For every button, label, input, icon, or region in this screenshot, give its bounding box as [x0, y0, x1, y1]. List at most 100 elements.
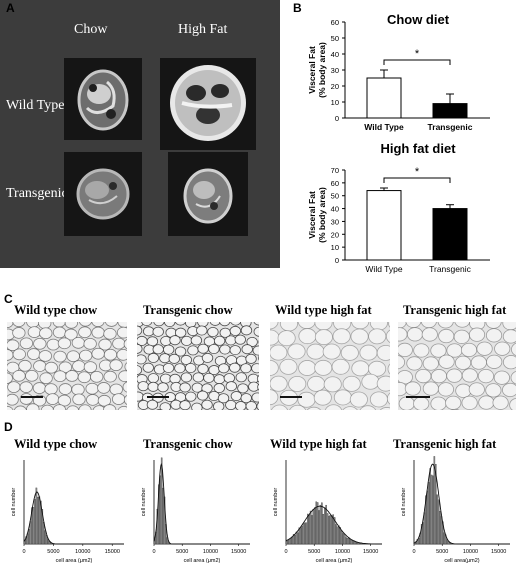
histogram-bar [342, 533, 344, 545]
adipocyte [486, 354, 503, 369]
histogram-bar [302, 523, 305, 545]
x-tick-label: 10000 [335, 549, 350, 555]
adipocyte [229, 325, 242, 336]
adipocyte [387, 322, 390, 328]
x-tick-label: 15000 [491, 549, 506, 555]
adipocyte [478, 395, 495, 410]
adipocyte [153, 322, 165, 327]
micrograph-wild-type-chow [7, 322, 127, 410]
adipocyte [118, 370, 127, 383]
adipocyte [83, 361, 98, 373]
adipocyte [223, 373, 236, 384]
adipocyte [146, 336, 159, 347]
adipocyte [229, 345, 241, 356]
adipocyte [19, 381, 33, 393]
adipocyte [406, 327, 424, 342]
adipocyte [270, 404, 289, 410]
adipocyte [342, 375, 361, 392]
adipocyte [270, 389, 279, 406]
x-tick-label: 5000 [47, 549, 59, 555]
adipocyte [235, 401, 247, 410]
adipocyte [369, 391, 388, 408]
adipocyte [71, 337, 85, 349]
adipocyte [376, 375, 390, 392]
adipocyte [453, 329, 470, 344]
micrograph-title: Wild type high fat [275, 303, 372, 317]
adipocyte [511, 342, 516, 356]
adipocyte [270, 322, 279, 330]
adipocyte [27, 348, 41, 360]
x-tick-label: 15000 [231, 549, 246, 555]
adipocyte [468, 327, 486, 342]
adipocyte [12, 322, 26, 328]
y-tick-label: 40 [331, 50, 339, 59]
adipocyte [229, 362, 241, 373]
x-tick-label: Transgenic [429, 264, 471, 274]
x-axis-label: cell area (μm2) [56, 558, 93, 564]
adipocyte [152, 344, 164, 355]
adipocyte [180, 372, 193, 383]
adipocyte [455, 383, 472, 398]
adipocyte [174, 327, 187, 338]
adipocyte [112, 393, 126, 405]
histogram-bar [32, 506, 35, 545]
adipocyte [485, 383, 502, 398]
adipocyte [91, 326, 105, 339]
adipocyte [398, 370, 413, 385]
adipocyte [313, 389, 332, 406]
adipocyte [234, 334, 246, 345]
y-tick-label: 0 [335, 114, 339, 123]
adipocyte [39, 327, 53, 340]
adipocyte [192, 372, 205, 383]
adipocyte [53, 350, 67, 363]
adipocyte [454, 355, 472, 370]
adipocyte [324, 404, 343, 410]
adipocyte [386, 392, 390, 405]
adipocyte [137, 354, 147, 365]
adipocyte [502, 329, 516, 344]
adipocyte [405, 322, 422, 328]
fit-curve [413, 463, 510, 545]
bar [432, 208, 468, 261]
histogram-bar [352, 540, 354, 545]
adipocyte [219, 322, 231, 327]
adipocyte [44, 383, 58, 395]
mri-scan-wild-type-high-fat [170, 65, 246, 141]
adipocyte [33, 337, 47, 350]
adipocyte [78, 404, 92, 410]
adipocyte [493, 370, 510, 385]
adipocyte [415, 368, 432, 384]
histogram-bar [285, 541, 288, 545]
x-tick-label: 15000 [105, 549, 120, 555]
histogram-bar [422, 522, 424, 545]
x-tick-label: Transgenic [428, 122, 473, 132]
histogram-bar [345, 536, 347, 545]
histogram-bar [346, 537, 349, 545]
adipocyte [117, 406, 127, 410]
x-tick-label: 0 [284, 549, 287, 555]
mri-panel: Chow High Fat Wild Type Transgenic [0, 0, 280, 268]
histogram-bar [304, 522, 306, 545]
fit-curve [285, 505, 382, 545]
histogram-bar [350, 539, 353, 545]
adipocyte [359, 405, 377, 410]
histogram-bar [159, 475, 162, 545]
adipocyte [109, 359, 123, 372]
y-tick-label: 50 [331, 34, 339, 43]
adipocyte [485, 328, 503, 343]
adipocyte [65, 370, 79, 382]
adipocyte [98, 338, 112, 351]
histogram-bar [38, 496, 41, 545]
micrograph-titles: Wild type chow Transgenic chow Wild type… [0, 303, 520, 323]
adipocyte [91, 347, 105, 360]
micrograph-transgenic-chow [137, 322, 259, 410]
adipocyte [141, 322, 153, 327]
mri-scan-transgenic-high-fat [183, 168, 233, 224]
x-tick-label: 5000 [308, 549, 320, 555]
adipocyte [26, 403, 40, 410]
scale-bar [280, 396, 302, 398]
adipocyte [39, 372, 53, 385]
histogram-bar [425, 495, 427, 545]
histogram-bar [339, 527, 342, 545]
adipocyte [213, 335, 226, 346]
